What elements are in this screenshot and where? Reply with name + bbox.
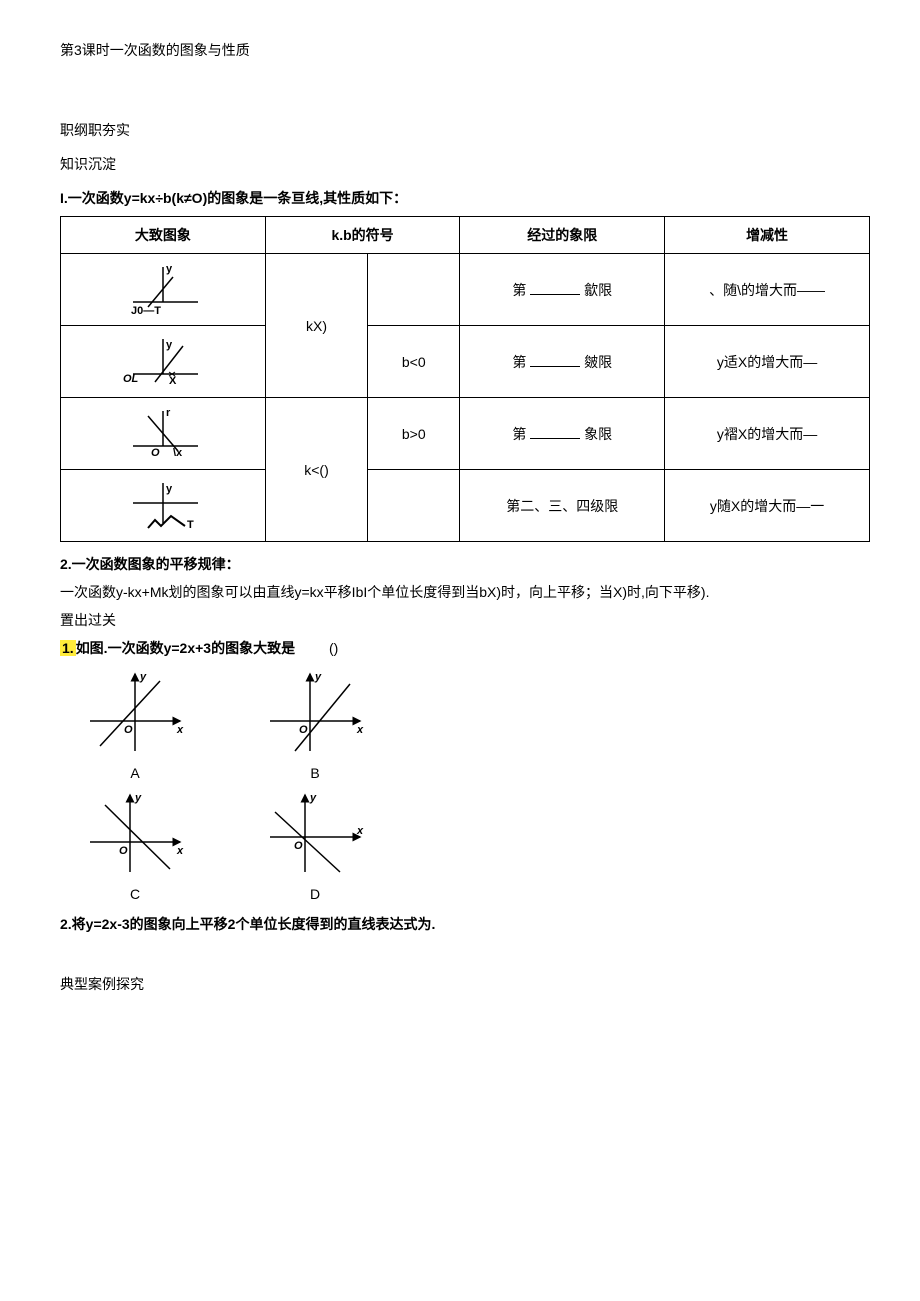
graph-cell-3: r O \x bbox=[61, 398, 266, 470]
quadrant-cell: 第 歙限 bbox=[460, 254, 665, 326]
checkpoint-heading: 置出过关 bbox=[60, 610, 860, 630]
svg-text:x: x bbox=[176, 724, 184, 736]
graph-option-a-icon: y x O bbox=[80, 666, 190, 761]
graph-cell-1: y J0—T bbox=[61, 254, 266, 326]
point-2-description: 一次函数y-kx+Mk划的图象可以由直线y=kx平移IbI个单位长度得到当bX)… bbox=[60, 582, 860, 602]
graph-option-b-icon: y x O bbox=[260, 666, 370, 761]
svg-text:O: O bbox=[299, 724, 308, 736]
svg-text:x: x bbox=[176, 845, 184, 857]
options-row-2: y x O C y x O D bbox=[80, 787, 860, 902]
svg-text:O: O bbox=[151, 447, 160, 459]
blank-fill bbox=[530, 425, 580, 439]
quad-suffix: 皴限 bbox=[584, 354, 612, 370]
svg-text:X: X bbox=[169, 375, 177, 387]
option-b: y x O B bbox=[260, 666, 370, 781]
table-row: y OL X b<0 第 皴限 y适X的增大而— bbox=[61, 326, 870, 398]
svg-text:y: y bbox=[314, 671, 322, 683]
header-sign: k.b的符号 bbox=[265, 217, 460, 254]
blank-fill bbox=[530, 353, 580, 367]
mini-graph-icon: y J0—T bbox=[113, 262, 213, 317]
quadrant-cell: 第 皴限 bbox=[460, 326, 665, 398]
option-c: y x O C bbox=[80, 787, 190, 902]
b-sign-cell bbox=[368, 254, 460, 326]
table-header-row: 大致图象 k.b的符号 经过的象限 增减性 bbox=[61, 217, 870, 254]
property-cell: y随X的增大而—一 bbox=[665, 470, 870, 542]
point-2-heading: 2.一次函数图象的平移规律： bbox=[60, 554, 860, 574]
svg-text:y: y bbox=[166, 483, 173, 495]
q1-number: 1. bbox=[60, 640, 76, 656]
quad-prefix: 第 bbox=[512, 426, 526, 442]
quadrant-cell: 第二、三、四级限 bbox=[460, 470, 665, 542]
graph-cell-4: y T bbox=[61, 470, 266, 542]
section-heading-2: 知识沉淀 bbox=[60, 154, 860, 174]
b-sign-cell: b>0 bbox=[368, 398, 460, 470]
quad-suffix: 象限 bbox=[584, 426, 612, 442]
option-label-b: B bbox=[260, 765, 370, 781]
svg-text:y: y bbox=[134, 792, 142, 804]
svg-text:r: r bbox=[166, 407, 171, 419]
quad-prefix: 第 bbox=[512, 354, 526, 370]
header-graph: 大致图象 bbox=[61, 217, 266, 254]
section-heading-1: 职纲职夯实 bbox=[60, 120, 860, 140]
question-2: 2.将y=2x-3的图象向上平移2个单位长度得到的直线表达式为. bbox=[60, 914, 860, 934]
blank-fill bbox=[530, 281, 580, 295]
table-row: r O \x k<() b>0 第 象限 y褶X的增大而— bbox=[61, 398, 870, 470]
b-sign-cell: b<0 bbox=[368, 326, 460, 398]
graph-option-c-icon: y x O bbox=[80, 787, 190, 882]
svg-text:T: T bbox=[187, 519, 194, 531]
question-1: 1.如图.一次函数y=2x+3的图象大致是 () bbox=[60, 638, 860, 658]
option-label-d: D bbox=[260, 886, 370, 902]
option-d: y x O D bbox=[260, 787, 370, 902]
properties-table: 大致图象 k.b的符号 经过的象限 增减性 y J0—T kX) 第 歙限 、随… bbox=[60, 216, 870, 542]
svg-text:y: y bbox=[139, 671, 147, 683]
k-sign-pos: kX) bbox=[265, 254, 367, 398]
option-label-c: C bbox=[80, 886, 190, 902]
b-sign-cell bbox=[368, 470, 460, 542]
option-a: y x O A bbox=[80, 666, 190, 781]
svg-text:x: x bbox=[356, 825, 364, 837]
quad-suffix: 歙限 bbox=[584, 282, 612, 298]
options-row-1: y x O A y x O B bbox=[80, 666, 860, 781]
graph-cell-2: y OL X bbox=[61, 326, 266, 398]
graph-option-d-icon: y x O bbox=[260, 787, 370, 882]
table-row: y J0—T kX) 第 歙限 、随\的增大而—— bbox=[61, 254, 870, 326]
svg-text:O: O bbox=[294, 840, 303, 852]
quad-prefix: 第 bbox=[512, 282, 526, 298]
property-cell: y褶X的增大而— bbox=[665, 398, 870, 470]
svg-text:OL: OL bbox=[123, 373, 139, 385]
mini-graph-icon: r O \x bbox=[113, 406, 213, 461]
svg-text:x: x bbox=[356, 724, 364, 736]
svg-text:\x: \x bbox=[173, 447, 183, 459]
mini-graph-icon: y OL X bbox=[113, 334, 213, 389]
answer-options: y x O A y x O B bbox=[80, 666, 860, 902]
property-cell: 、随\的增大而—— bbox=[665, 254, 870, 326]
svg-text:O: O bbox=[119, 845, 128, 857]
property-cell: y适X的增大而— bbox=[665, 326, 870, 398]
header-quadrant: 经过的象限 bbox=[460, 217, 665, 254]
k-sign-neg: k<() bbox=[265, 398, 367, 542]
svg-text:J0—T: J0—T bbox=[131, 305, 161, 317]
table-row: y T 第二、三、四级限 y随X的增大而—一 bbox=[61, 470, 870, 542]
mini-graph-icon: y T bbox=[113, 478, 213, 533]
q1-text: 如图.一次函数y=2x+3的图象大致是 bbox=[76, 640, 295, 656]
svg-text:y: y bbox=[166, 339, 173, 351]
option-label-a: A bbox=[80, 765, 190, 781]
intro-text: I.一次函数y=kx÷b(k≠O)的图象是一条亘线,其性质如下： bbox=[60, 188, 860, 208]
svg-text:O: O bbox=[124, 724, 133, 736]
page-title: 第3课时一次函数的图象与性质 bbox=[60, 40, 860, 60]
section-3-heading: 典型案例探究 bbox=[60, 974, 860, 994]
header-property: 增减性 bbox=[665, 217, 870, 254]
quadrant-cell: 第 象限 bbox=[460, 398, 665, 470]
svg-text:y: y bbox=[166, 263, 173, 275]
q1-paren: () bbox=[329, 640, 338, 656]
svg-text:y: y bbox=[309, 792, 317, 804]
